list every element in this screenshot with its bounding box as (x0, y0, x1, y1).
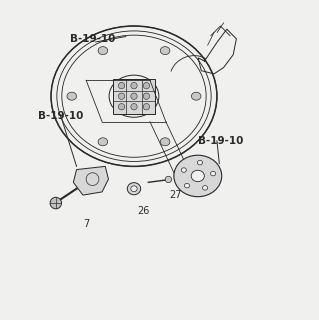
Circle shape (118, 83, 125, 89)
Ellipse shape (211, 172, 216, 176)
Circle shape (131, 83, 137, 89)
Ellipse shape (67, 92, 77, 100)
Circle shape (50, 197, 62, 209)
Ellipse shape (160, 47, 170, 55)
Text: 27: 27 (169, 190, 182, 200)
Circle shape (118, 104, 125, 110)
Ellipse shape (184, 183, 189, 188)
Ellipse shape (98, 138, 108, 146)
Text: B-19-10: B-19-10 (38, 110, 84, 121)
Ellipse shape (131, 186, 137, 192)
Circle shape (131, 93, 137, 100)
Circle shape (143, 104, 150, 110)
Bar (113, 79, 155, 114)
Circle shape (165, 176, 172, 183)
Circle shape (143, 83, 150, 89)
Ellipse shape (203, 186, 208, 190)
Ellipse shape (197, 160, 203, 165)
Ellipse shape (191, 170, 204, 182)
Ellipse shape (127, 183, 141, 195)
Ellipse shape (98, 47, 108, 55)
Circle shape (143, 93, 150, 100)
Ellipse shape (51, 26, 217, 166)
Text: 26: 26 (137, 206, 150, 216)
Ellipse shape (174, 155, 222, 197)
Polygon shape (73, 166, 108, 195)
Circle shape (118, 93, 125, 100)
Circle shape (131, 104, 137, 110)
Ellipse shape (160, 138, 170, 146)
Text: 7: 7 (83, 219, 89, 229)
Text: B-19-10: B-19-10 (70, 34, 115, 44)
Ellipse shape (181, 168, 186, 172)
Ellipse shape (191, 92, 201, 100)
Text: B-19-10: B-19-10 (198, 136, 243, 146)
